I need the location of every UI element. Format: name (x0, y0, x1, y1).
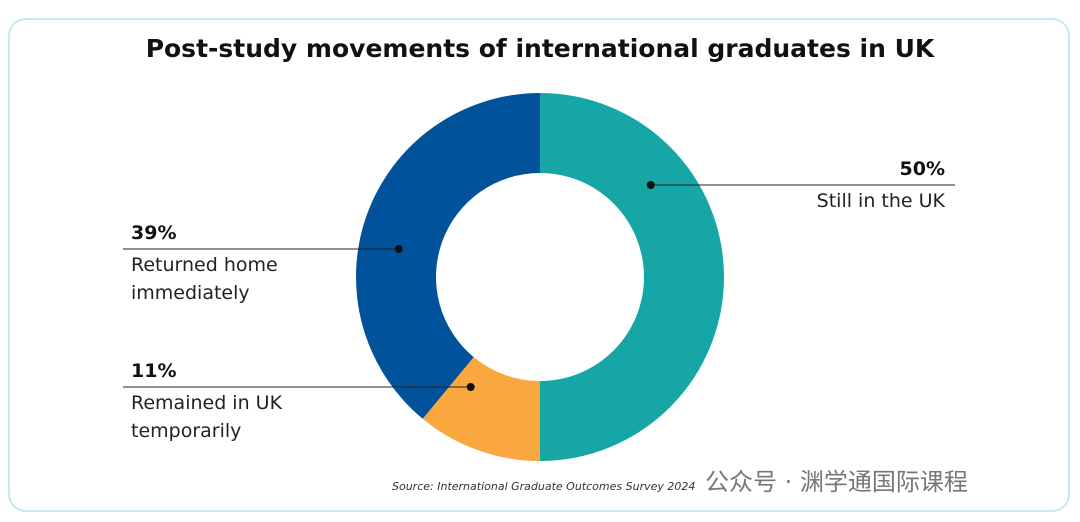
value-label: 39% (131, 222, 177, 244)
chart-title: Post-study movements of international gr… (145, 34, 935, 63)
source-note: Source: International Graduate Outcomes … (392, 480, 696, 493)
donut-slice (422, 357, 540, 461)
leader-dot (394, 245, 403, 253)
donut-slice (540, 93, 724, 461)
donut-slice (356, 92, 540, 419)
category-label: Remained in UK temporarily (131, 392, 283, 442)
leader-dot (646, 181, 655, 189)
value-label: 50% (899, 158, 945, 180)
value-label: 11% (131, 360, 177, 382)
watermark: 公众号 · 渊学通国际课程 (705, 468, 968, 496)
card (8, 18, 1070, 512)
category-label: Still in the UK (816, 190, 945, 212)
category-label: Returned home immediately (131, 254, 278, 304)
leader-dot (466, 383, 475, 391)
